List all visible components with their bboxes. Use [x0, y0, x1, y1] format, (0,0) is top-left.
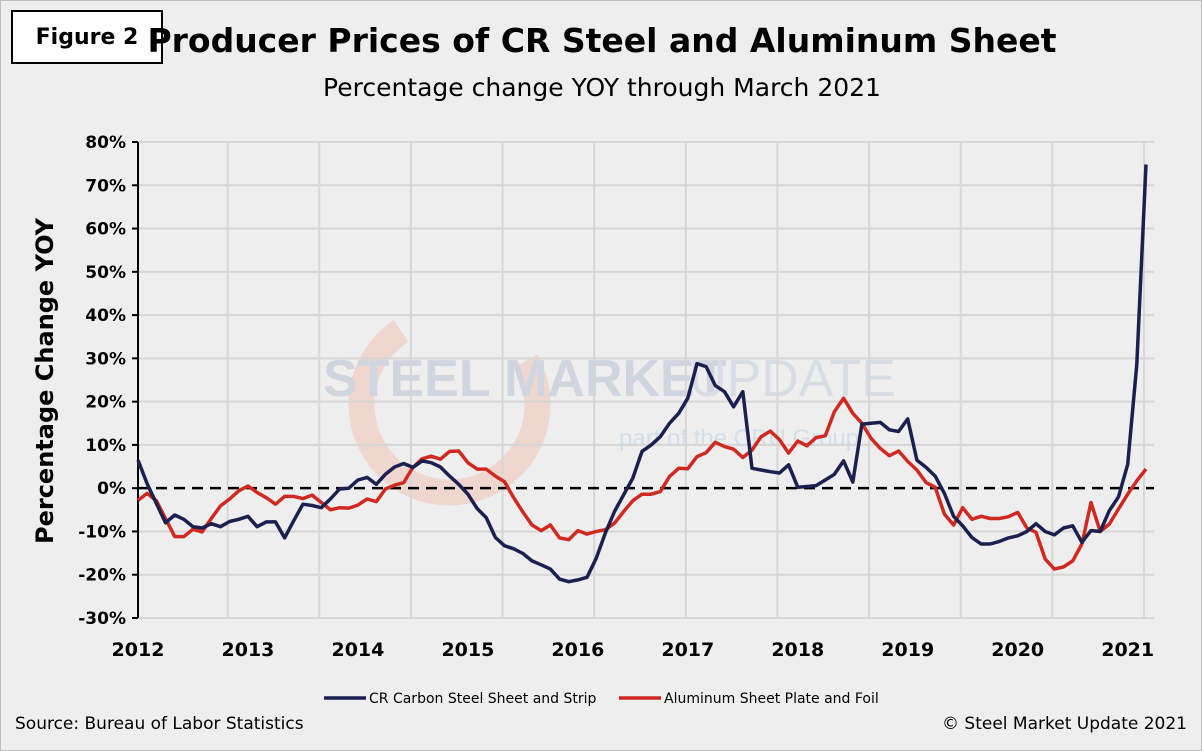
gridlines: [138, 141, 1154, 619]
y-tick-label: 20%: [85, 393, 126, 413]
source-note: Source: Bureau of Labor Statistics: [15, 714, 304, 734]
x-tick-label: 2017: [661, 639, 714, 661]
series-lines: [136, 164, 1148, 584]
y-tick-label: 40%: [85, 306, 126, 326]
x-tick-labels: 2012 2013 2014 2015 2016 2017 2018 2019 2020 2021: [112, 639, 1155, 661]
y-tick-label: 80%: [85, 133, 126, 153]
y-tick-label: 60%: [85, 220, 126, 240]
watermark-swoosh: [348, 320, 551, 506]
figure-label: Figure 2: [11, 10, 163, 64]
x-tick-label: 2018: [771, 639, 824, 661]
watermark-text: STEEL MARKET: [323, 350, 727, 408]
series-line-steel: [136, 164, 1148, 584]
legend-label: CR Carbon Steel Sheet and Strip: [369, 691, 597, 707]
y-tick-label: 10%: [85, 436, 126, 456]
y-tick-label: -30%: [78, 609, 126, 629]
x-tick-label: 2019: [881, 639, 934, 661]
copyright-note: © Steel Market Update 2021: [942, 714, 1187, 734]
y-tick-label: 50%: [85, 263, 126, 283]
axes: [132, 141, 1154, 619]
y-tick-label: 30%: [85, 349, 126, 369]
y-tick-labels: -30% -20% -10% 0% 10% 20% 30% 40% 50% 60% 70% 80%: [78, 133, 126, 629]
y-axis-label: Percentage Change YOY: [31, 217, 59, 544]
watermark-logo: STEEL MARKET UPDATE part of the CRU Grou…: [323, 320, 896, 506]
y-tick-label: -10%: [78, 522, 126, 542]
watermark-subtext: part of the CRU Group: [619, 425, 859, 452]
y-tick-label: 0%: [97, 479, 126, 499]
x-tick-label: 2016: [551, 639, 604, 661]
y-tick-label: -20%: [78, 566, 126, 586]
legend: CR Carbon Steel Sheet and Strip Aluminum …: [324, 691, 879, 707]
x-tick-label: 2015: [441, 639, 494, 661]
x-tick-label: 2012: [112, 639, 165, 661]
chart-subtitle: Percentage change YOY through March 2021: [323, 73, 881, 102]
chart-title: Producer Prices of CR Steel and Aluminum…: [147, 21, 1057, 60]
y-tick-label: 70%: [85, 176, 126, 196]
watermark-text-2: UPDATE: [689, 350, 896, 408]
legend-label: Aluminum Sheet Plate and Foil: [664, 691, 879, 707]
x-tick-label: 2021: [1101, 639, 1154, 661]
x-tick-label: 2013: [222, 639, 275, 661]
x-tick-label: 2014: [331, 639, 384, 661]
x-tick-label: 2020: [991, 639, 1044, 661]
series-line-aluminum: [136, 396, 1148, 571]
